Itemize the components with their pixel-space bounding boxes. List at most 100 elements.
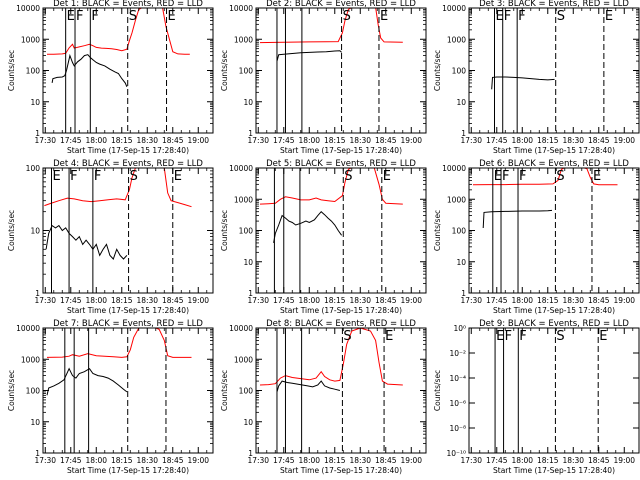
x-tick-label: 17:30: [247, 136, 269, 145]
interval-marker-label: E: [168, 9, 176, 24]
y-tick-label: 1000: [21, 35, 40, 44]
x-tick-label: 18:15: [324, 296, 346, 305]
y-tick-label: 10⁻⁴: [449, 374, 466, 383]
x-tick-label: 18:30: [349, 136, 371, 145]
y-tick-label: 1000: [21, 355, 40, 364]
x-tick-label: 17:45: [273, 296, 295, 305]
lld-rate-line: [47, 8, 190, 55]
interval-marker-label: S: [343, 9, 351, 24]
y-tick-label: 10: [243, 418, 253, 427]
x-tick-label: 17:45: [486, 456, 508, 465]
x-tick-label: 18:00: [298, 456, 320, 465]
events-rate-line: [273, 210, 343, 243]
x-tick-label: 17:45: [273, 456, 295, 465]
x-tick-label: 18:00: [298, 136, 320, 145]
x-tick-label: 17:30: [460, 136, 482, 145]
x-tick-label: 17:45: [486, 296, 508, 305]
x-tick-label: 18:30: [136, 136, 158, 145]
plot-frame: [255, 327, 427, 454]
x-axis-label: Start Time (17-Sep-15 17:28:40): [67, 306, 189, 315]
x-tick-label: 17:45: [60, 296, 82, 305]
interval-marker-label: E: [174, 169, 182, 184]
y-tick-label: 10000: [229, 324, 253, 333]
y-tick-label: 100: [239, 67, 254, 76]
y-tick-label: 10000: [16, 324, 40, 333]
y-tick-label: 100: [26, 387, 41, 396]
lld-rate-line: [472, 168, 618, 186]
x-tick-label: 19:00: [400, 456, 422, 465]
y-tick-label: 100: [26, 164, 41, 173]
y-tick-label: 1000: [234, 355, 253, 364]
x-tick-label: 19:00: [187, 136, 209, 145]
x-tick-label: 19:00: [400, 296, 422, 305]
y-tick-label: 10000: [442, 4, 466, 13]
x-tick-label: 18:45: [375, 296, 397, 305]
interval-marker-label: S: [129, 9, 137, 24]
y-tick-label: 10⁻²: [449, 349, 466, 358]
interval-marker-label: F: [502, 169, 509, 184]
panel-title: Det 3: BLACK = Events, RED = LLD: [479, 0, 629, 9]
interval-marker-label: S: [557, 9, 565, 24]
x-tick-label: 18:00: [511, 296, 533, 305]
y-tick-label: 10000: [229, 4, 253, 13]
x-tick-label: 18:30: [562, 136, 584, 145]
interval-marker-label: E: [385, 329, 393, 344]
plot-frame: [42, 167, 214, 294]
y-tick-label: 1: [35, 449, 40, 458]
x-axis-label: Start Time (17-Sep-15 17:28:40): [67, 466, 189, 475]
x-tick-label: 18:30: [562, 456, 584, 465]
x-tick-label: 18:15: [537, 456, 559, 465]
y-axis-label: Counts/sec: [7, 50, 16, 91]
x-tick-label: 17:30: [460, 456, 482, 465]
panel-title: Det 8: BLACK = Events, RED = LLD: [266, 319, 416, 329]
x-axis-label: Start Time (17-Sep-15 17:28:40): [280, 466, 402, 475]
y-axis-label: Counts/sec: [220, 210, 229, 251]
x-tick-label: 18:15: [111, 456, 133, 465]
x-tick-label: 18:30: [349, 296, 371, 305]
x-tick-label: 18:45: [375, 136, 397, 145]
panel-title: Det 1: BLACK = Events, RED = LLD: [53, 0, 203, 9]
y-tick-label: 1: [248, 289, 253, 298]
lld-rate-line: [259, 168, 403, 205]
events-rate-line: [482, 209, 553, 229]
y-tick-label: 1: [248, 449, 253, 458]
y-tick-label: 10000: [229, 164, 253, 173]
y-tick-label: 10⁻⁶: [449, 399, 466, 408]
panel-title: Det 6: BLACK = Events, RED = LLD: [479, 159, 629, 169]
y-axis-label: Counts/sec: [7, 370, 16, 411]
y-tick-label: 10⁰: [453, 324, 466, 333]
x-tick-label: 18:00: [85, 136, 107, 145]
y-tick-label: 10: [243, 98, 253, 107]
interval-marker-label: S: [344, 169, 352, 184]
panel-title: Det 2: BLACK = Events, RED = LLD: [266, 0, 416, 9]
x-tick-label: 19:00: [613, 296, 635, 305]
interval-marker-label: E: [53, 169, 61, 184]
plot-frame: [255, 167, 427, 294]
interval-marker-label: E: [496, 329, 504, 344]
x-tick-label: 18:00: [298, 296, 320, 305]
x-tick-label: 18:45: [162, 136, 184, 145]
y-tick-label: 10000: [442, 164, 466, 173]
interval-marker-label: F: [91, 9, 98, 24]
x-axis-label: Start Time (17-Sep-15 17:28:40): [67, 146, 189, 155]
x-tick-label: 18:15: [111, 296, 133, 305]
x-tick-label: 17:30: [34, 296, 56, 305]
x-tick-label: 18:00: [85, 296, 107, 305]
interval-marker-label: S: [130, 169, 138, 184]
panel-title: Det 7: BLACK = Events, RED = LLD: [53, 319, 203, 329]
panel-det7: Det 7: BLACK = Events, RED = LLD 1 10 100 10…: [7, 319, 214, 475]
plot-frame: [468, 167, 640, 294]
x-tick-label: 18:45: [588, 456, 610, 465]
y-tick-label: 10: [456, 258, 466, 267]
y-tick-label: 100: [26, 67, 41, 76]
x-tick-label: 19:00: [613, 136, 635, 145]
interval-marker-label: F: [70, 169, 77, 184]
y-tick-label: 100: [239, 387, 254, 396]
x-tick-label: 18:30: [349, 456, 371, 465]
x-tick-label: 17:30: [247, 296, 269, 305]
